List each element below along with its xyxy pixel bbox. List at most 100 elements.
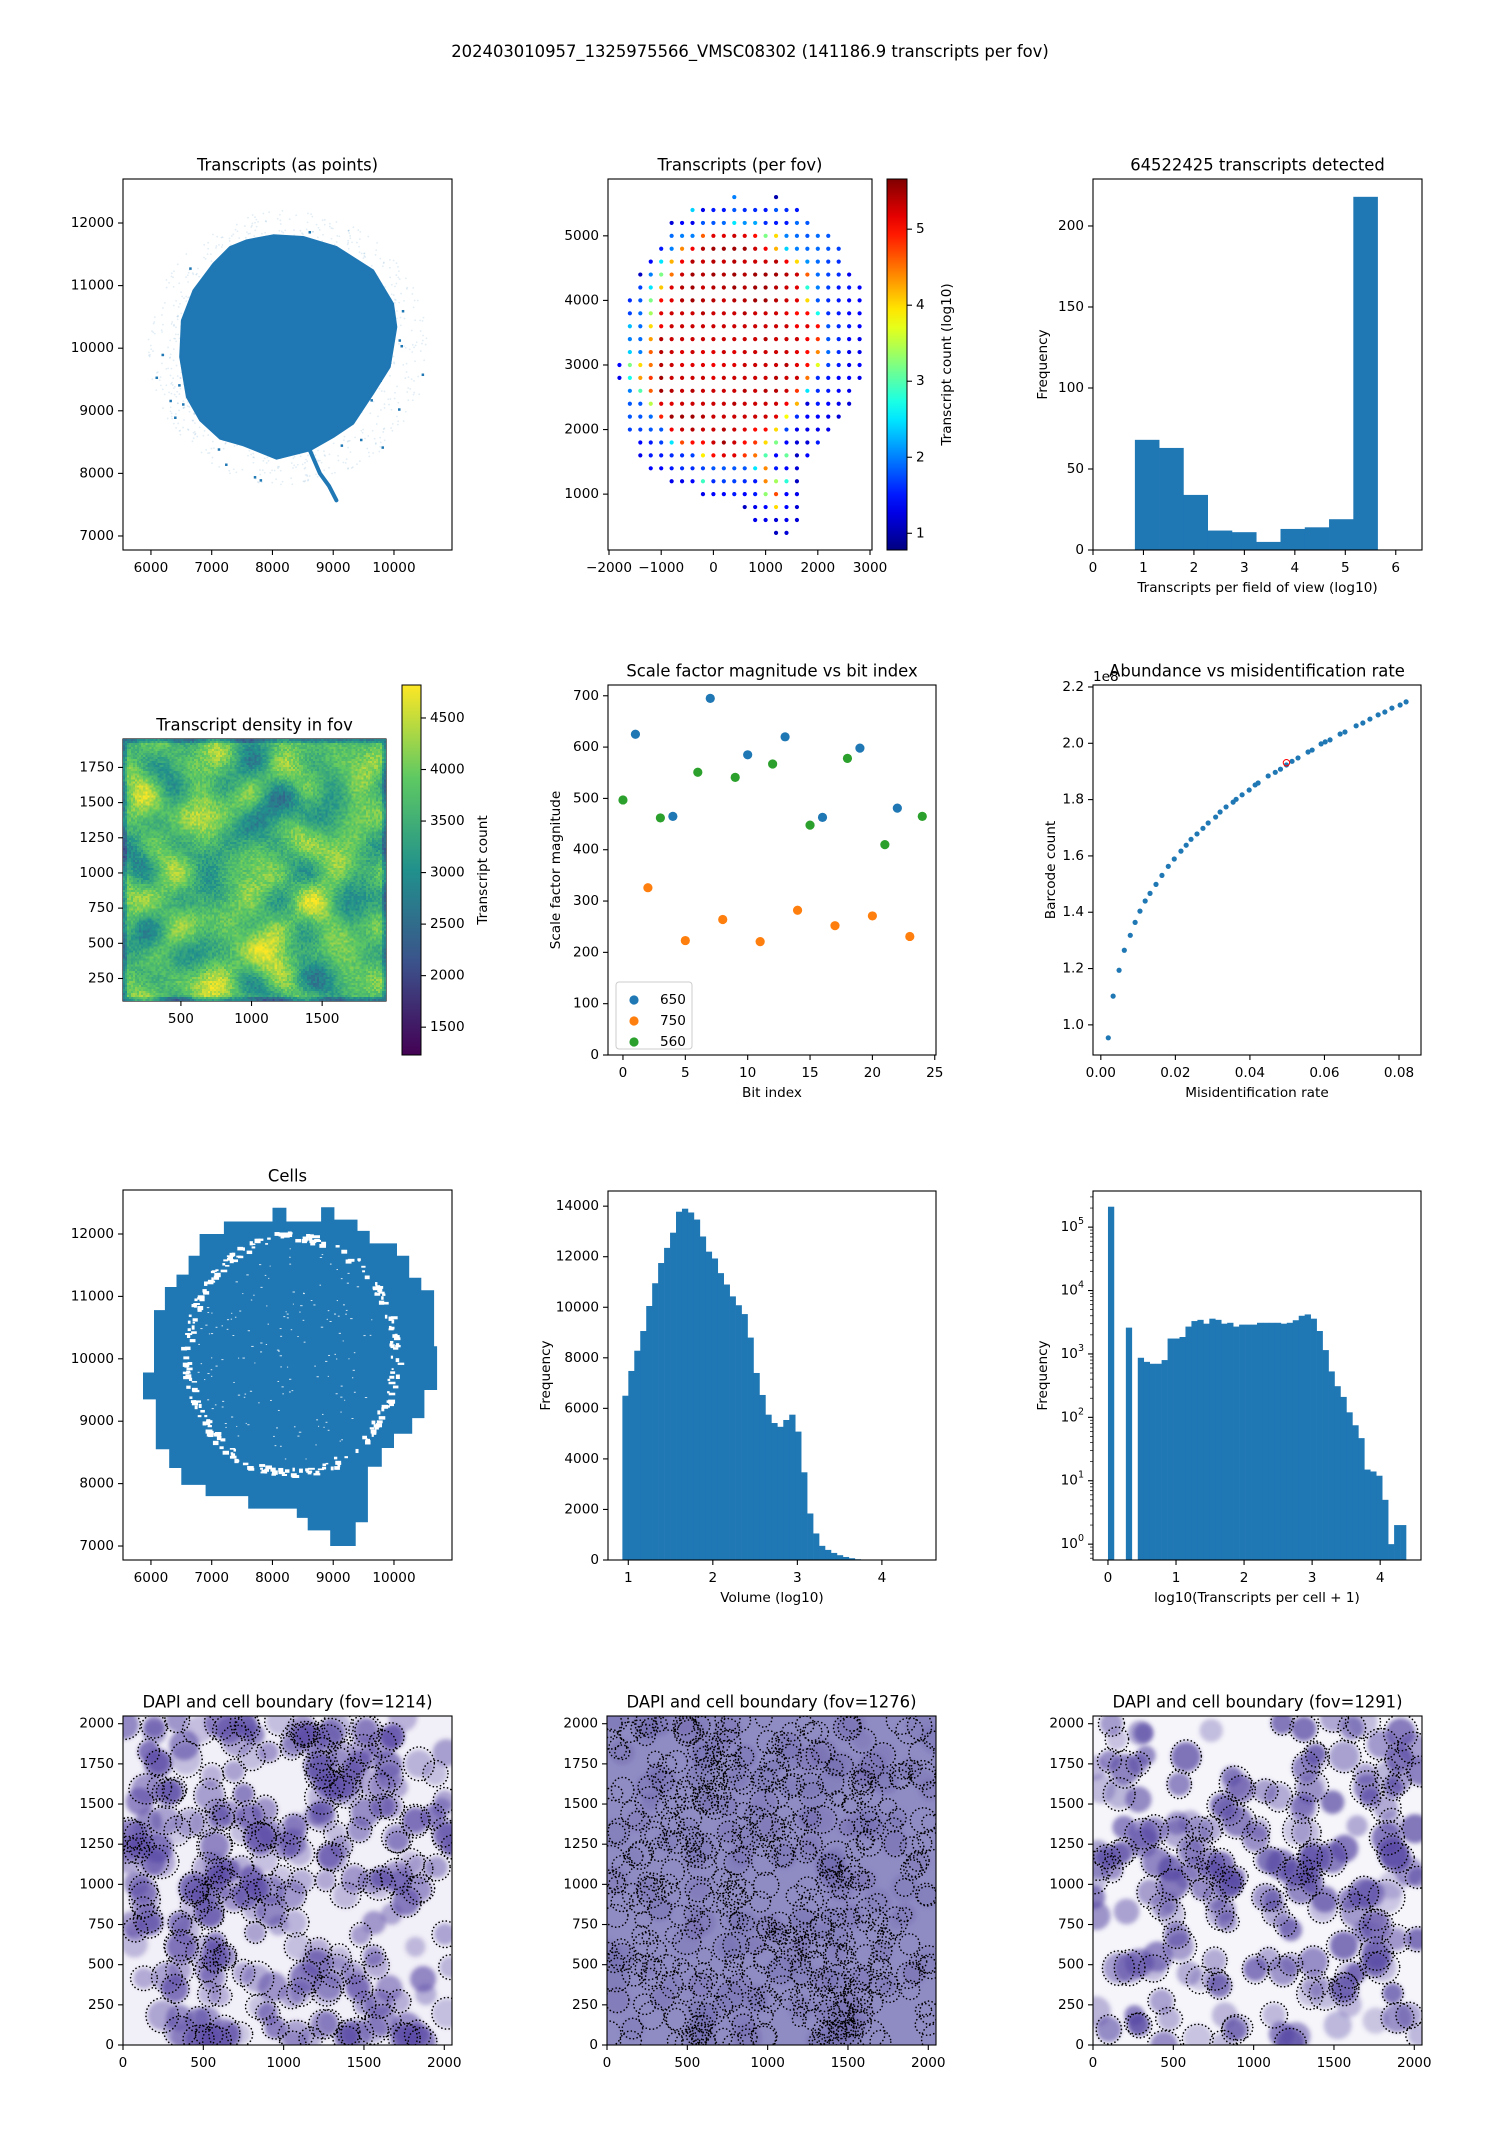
cell-gap bbox=[369, 1427, 375, 1430]
x-tick-label: 2000 bbox=[427, 2055, 462, 2071]
cell-boundary bbox=[184, 1878, 210, 1904]
cell-boundary bbox=[696, 1782, 728, 1815]
cell-gap bbox=[336, 1269, 338, 1271]
cell-boundary bbox=[800, 1888, 825, 1913]
sparse-transcript-point bbox=[381, 265, 384, 268]
fov-point bbox=[721, 220, 726, 226]
fov-point bbox=[648, 375, 653, 380]
fov-point bbox=[742, 298, 747, 303]
histogram-bar bbox=[1231, 532, 1257, 550]
fov-point bbox=[773, 427, 779, 432]
sparse-transcript-point bbox=[373, 437, 376, 440]
dapi-nucleus bbox=[386, 1776, 408, 1798]
dapi-nucleus bbox=[1345, 1962, 1367, 1984]
cell-boundary bbox=[163, 1928, 199, 1962]
histogram-bar bbox=[652, 1283, 659, 1560]
fov-point bbox=[638, 349, 643, 355]
cell-boundary bbox=[619, 2030, 643, 2045]
dapi-nucleus bbox=[1176, 1961, 1202, 1986]
fov-point bbox=[638, 453, 643, 458]
dapi-nucleus bbox=[1300, 1842, 1331, 1873]
fov-point bbox=[742, 375, 747, 380]
cell-boundary bbox=[175, 1806, 205, 1839]
fov-point bbox=[773, 401, 779, 406]
cell-gap bbox=[276, 1349, 280, 1351]
sparse-transcript-point bbox=[394, 285, 396, 288]
cell-gap bbox=[210, 1369, 213, 1371]
cell-gap bbox=[395, 1344, 401, 1348]
cell-boundary bbox=[727, 1887, 749, 1909]
legend-marker bbox=[629, 995, 639, 1005]
cell-boundary bbox=[791, 2011, 807, 2028]
cell-boundary bbox=[666, 2031, 684, 2045]
cell-boundary bbox=[836, 1992, 860, 2014]
cell-boundary bbox=[719, 1910, 741, 1931]
cell-gap bbox=[308, 1235, 314, 1238]
cell-boundary bbox=[801, 1809, 819, 1827]
plot-area bbox=[1093, 1716, 1422, 2045]
transcript-cluster bbox=[259, 479, 263, 482]
histogram-bar bbox=[759, 1394, 766, 1560]
histogram-bar bbox=[753, 1372, 760, 1560]
sparse-transcript-point bbox=[346, 243, 349, 246]
fov-point bbox=[805, 375, 810, 380]
sparse-transcript-point bbox=[228, 240, 231, 242]
fov-point bbox=[773, 479, 779, 484]
cell-boundary bbox=[1300, 1742, 1331, 1774]
cell-gap bbox=[334, 1466, 340, 1470]
cell-gap bbox=[267, 1323, 269, 1325]
transcript-cluster bbox=[400, 344, 403, 348]
cell-boundary bbox=[160, 1973, 190, 2004]
fov-point bbox=[794, 517, 800, 523]
fov-point bbox=[815, 233, 820, 238]
cell-gap bbox=[278, 1232, 285, 1237]
sparse-transcript-point bbox=[161, 388, 164, 391]
dapi-nucleus bbox=[1150, 2031, 1178, 2045]
sparse-transcript-point bbox=[169, 406, 172, 409]
sparse-transcript-point bbox=[357, 229, 360, 231]
fov-point bbox=[659, 362, 664, 368]
y-axis-label: Scale factor magnitude bbox=[548, 791, 564, 950]
cell-gap bbox=[245, 1422, 247, 1424]
cell-boundary bbox=[404, 1854, 434, 1885]
x-tick-label: 20 bbox=[864, 1065, 881, 1081]
cell-gap bbox=[318, 1425, 320, 1427]
x-tick-label: 1 bbox=[1172, 1570, 1181, 1586]
cell-gap bbox=[271, 1470, 278, 1475]
fov-point bbox=[700, 298, 706, 303]
fov-point bbox=[648, 349, 653, 355]
cell-boundary bbox=[827, 2001, 855, 2029]
cell-gap bbox=[236, 1425, 238, 1427]
fov-point bbox=[805, 272, 810, 277]
cell-gap bbox=[279, 1355, 282, 1357]
cell-gap bbox=[183, 1376, 190, 1380]
fov-point bbox=[690, 285, 695, 290]
cell-gap bbox=[202, 1421, 207, 1426]
fov-point bbox=[638, 414, 643, 419]
fov-point bbox=[794, 311, 800, 316]
cell-gap bbox=[394, 1335, 400, 1339]
y-tick-label: 200 bbox=[573, 944, 599, 960]
cell-boundary bbox=[756, 2006, 774, 2025]
sparse-transcript-point bbox=[414, 319, 417, 322]
sparse-transcript-point bbox=[169, 356, 172, 359]
cell-boundary bbox=[660, 1970, 684, 1999]
fov-point bbox=[763, 517, 768, 523]
transcript-cluster bbox=[308, 231, 312, 234]
sparse-transcript-point bbox=[387, 398, 390, 401]
sparse-transcript-point bbox=[382, 262, 385, 265]
cell-boundary bbox=[1104, 1726, 1130, 1753]
cell-gap bbox=[199, 1297, 205, 1302]
x-tick-label: 1 bbox=[1139, 560, 1148, 576]
cell-boundary bbox=[714, 2027, 733, 2045]
fov-point bbox=[679, 259, 685, 264]
cell-boundary bbox=[634, 1911, 653, 1928]
cell-boundary bbox=[212, 1797, 245, 1830]
cell-boundary bbox=[431, 1920, 452, 1949]
cell-gap bbox=[381, 1296, 384, 1300]
cell-boundary bbox=[263, 1716, 295, 1737]
cell-boundary bbox=[908, 1739, 935, 1766]
cell-boundary bbox=[1288, 1716, 1320, 1744]
y-tick-label: 1000 bbox=[1049, 1876, 1084, 1892]
